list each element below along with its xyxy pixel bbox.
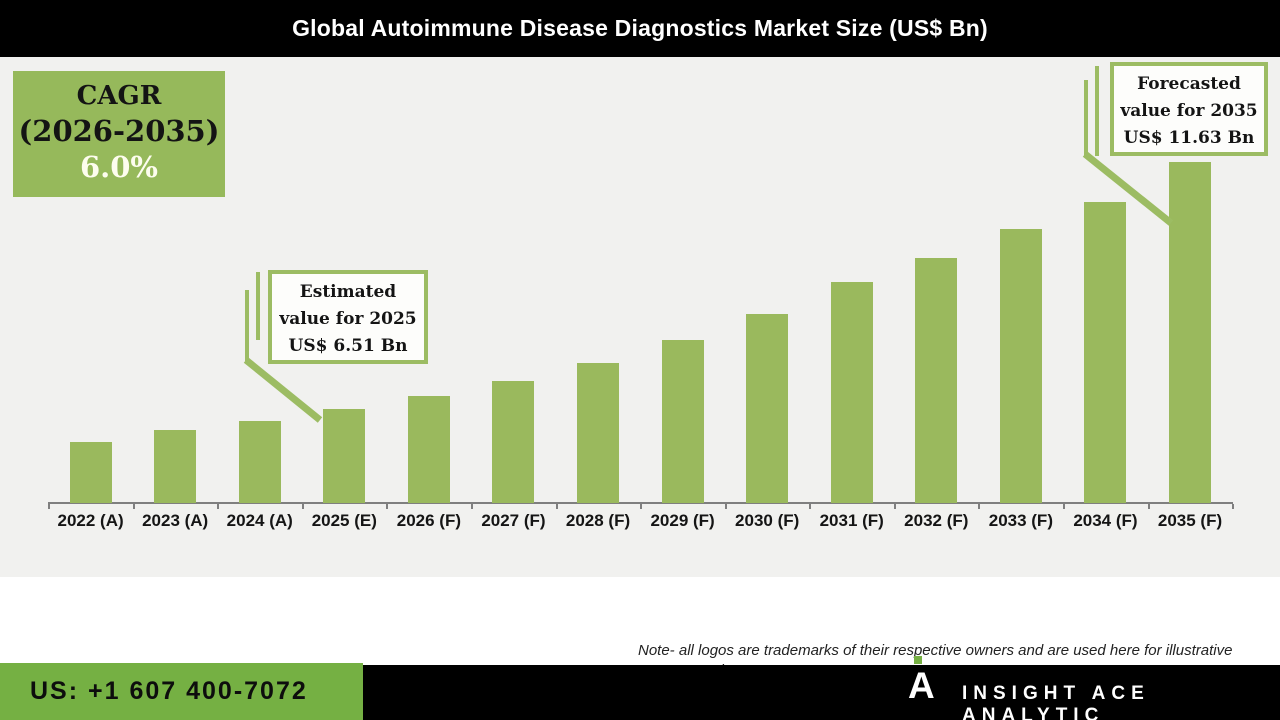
cagr-box: CAGR (2026-2035) 6.0% [13,71,225,197]
bar-2024 [238,421,281,503]
x-axis-tick [1147,504,1150,509]
x-axis-label: 2026 (F) [396,511,461,530]
x-axis-label: 2031 (F) [819,511,884,530]
bar-2028 [577,363,620,503]
x-axis-tick [640,504,643,509]
forecasted-line-3: US$ 11.63 Bn [1123,127,1255,148]
x-axis-tick [471,504,474,509]
x-axis-tick [301,504,304,509]
x-axis-tick [1063,504,1066,509]
bar-2033 [999,229,1042,503]
bar-2022 [69,442,112,503]
x-axis-label: 2024 (A) [226,511,293,530]
bar-2029 [661,340,704,503]
estimated-line-2: value for 2025 [279,308,417,329]
x-axis-line [48,502,1233,504]
bar-2031 [830,282,873,503]
bar-2035 [1169,162,1211,503]
insight-ace-wordmark: INSIGHT ACE ANALYTIC [962,683,1150,720]
plot-area: 2022 (A) 2023 (A) 2024 (A) 2025 (E) 2026 (F)… [48,162,1235,530]
estimated-line-3: US$ 6.51 Bn [288,335,408,356]
forecasted-line-1: Forecasted [1137,74,1241,94]
x-axis-label: 2022 (A) [57,511,124,530]
x-axis-tick [978,504,981,509]
x-axis-tick [724,504,727,509]
estimated-line-1: Estimated [299,282,397,302]
contributors-strip: Market Contributors: SIEMENS Healthineer… [0,577,1280,665]
logo-letter: A [908,665,935,706]
x-axis-label: 2027 (F) [481,511,546,530]
bar-2032 [915,258,958,503]
x-axis-label: 2030 (F) [735,511,800,530]
x-axis-tick [809,504,812,509]
x-axis-tick [386,504,389,509]
forecasted-line-2: value for 2035 [1120,100,1258,121]
x-axis-label: 2025 (E) [311,511,377,530]
cagr-period: (2026-2035) [18,113,220,148]
bar-2027 [492,381,535,503]
phone-number: US: +1 607 400-7072 [30,677,308,705]
cagr-label: CAGR [76,81,162,111]
footer-phone-box: US: +1 607 400-7072 [0,663,363,720]
x-axis-label: 2029 (F) [650,511,715,530]
x-axis-label: 2023 (A) [142,511,209,530]
cagr-value: 6.0% [79,149,158,184]
x-axis-tick [1232,504,1235,509]
x-axis-label: 2028 (F) [565,511,631,530]
bar-2023 [154,430,197,503]
logo-green-square [914,656,922,664]
x-axis-label: 2034 (F) [1073,511,1138,530]
bar-2026 [407,396,450,503]
header-bar: Global Autoimmune Disease Diagnostics Ma… [0,0,1280,57]
bar-2030 [746,314,789,503]
x-axis-tick [893,504,896,509]
x-axis-label: 2035 (F) [1157,511,1223,530]
x-axis-tick [132,504,135,509]
forecasted-value-callout: Forecasted value for 2035 US$ 11.63 Bn [1110,62,1268,156]
x-axis-tick [48,504,51,509]
bar-2034 [1084,202,1127,503]
x-axis-label: 2033 (F) [988,511,1053,530]
bar-2025 [323,409,366,503]
estimated-value-callout: Estimated value for 2025 US$ 6.51 Bn [268,270,428,364]
page-title: Global Autoimmune Disease Diagnostics Ma… [292,15,988,41]
x-axis-tick [217,504,220,509]
x-axis-tick [555,504,558,509]
x-axis-label: 2032 (F) [904,511,969,530]
insight-ace-logo-icon: A [906,655,946,715]
